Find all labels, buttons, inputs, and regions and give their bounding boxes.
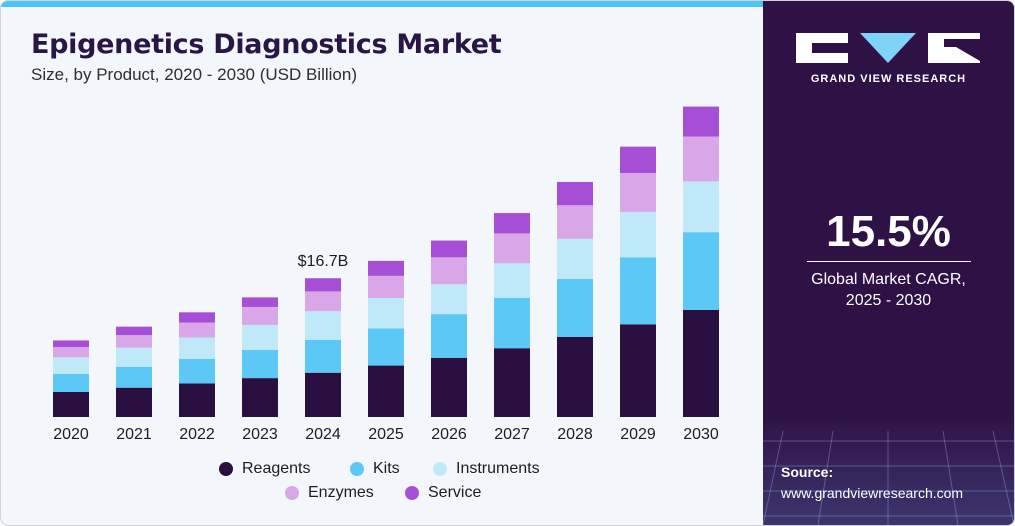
legend-label: Enzymes <box>308 484 374 501</box>
x-tick-label: 2027 <box>494 426 530 443</box>
bar-segment-instruments-2027 <box>494 263 530 298</box>
brand-name: GRAND VIEW RESEARCH <box>810 73 967 85</box>
legend-swatch-service <box>405 486 419 500</box>
bar-segment-reagents-2030 <box>683 309 719 417</box>
bar-segment-instruments-2024 <box>305 311 341 340</box>
legend-swatch-kits <box>350 462 364 476</box>
legend-label: Kits <box>373 460 400 477</box>
bar-segment-service-2020 <box>53 340 89 348</box>
bar-segment-reagents-2022 <box>179 383 215 417</box>
bar-segment-kits-2023 <box>242 350 278 379</box>
bar-segment-enzymes-2028 <box>557 205 593 239</box>
cagr-label: Global Market CAGR, 2025 - 2030 <box>763 269 1014 311</box>
bar-segment-service-2029 <box>620 146 656 173</box>
bar-segment-instruments-2029 <box>620 211 656 258</box>
bar-segment-enzymes-2030 <box>683 136 719 182</box>
grid-pattern <box>763 430 1014 525</box>
bar-segment-reagents-2023 <box>242 378 278 417</box>
chart-subtitle: Size, by Product, 2020 - 2030 (USD Billi… <box>31 65 357 84</box>
bar-segment-reagents-2028 <box>557 336 593 417</box>
legend-item-instruments: Instruments <box>433 460 540 478</box>
x-tick-label: 2021 <box>116 426 152 443</box>
bar-segment-reagents-2024 <box>305 372 341 417</box>
legend-item-enzymes: Enzymes <box>285 484 374 502</box>
bar-segment-service-2027 <box>494 213 530 234</box>
legend-item-service: Service <box>405 484 481 502</box>
x-tick-label: 2029 <box>620 426 656 443</box>
legend-label: Service <box>428 484 482 501</box>
chart-title: Epigenetics Diagnostics Market <box>31 29 502 60</box>
legend-item-kits: Kits <box>350 460 400 478</box>
bar-segment-instruments-2026 <box>431 284 467 315</box>
bar-segment-reagents-2026 <box>431 357 467 417</box>
data-label-2024: $16.7B <box>298 253 349 270</box>
bar-segment-enzymes-2021 <box>116 335 152 348</box>
source-label: Source: <box>781 464 834 480</box>
bar-segment-service-2026 <box>431 240 467 258</box>
legend-swatch-enzymes <box>285 486 299 500</box>
bar-segment-reagents-2020 <box>53 391 89 417</box>
bar-segment-service-2021 <box>116 326 152 336</box>
bar-segment-reagents-2021 <box>116 387 152 417</box>
bar-segment-service-2024 <box>305 278 341 292</box>
bar-segment-instruments-2022 <box>179 337 215 359</box>
bar-segment-enzymes-2023 <box>242 306 278 325</box>
grand-view-research-logo <box>796 33 980 63</box>
bar-segment-kits-2027 <box>494 297 530 349</box>
divider <box>807 261 971 262</box>
x-tick-label: 2025 <box>368 426 404 443</box>
bar-segment-enzymes-2020 <box>53 347 89 358</box>
bar-segment-kits-2024 <box>305 339 341 373</box>
decorative-grid <box>763 411 1014 525</box>
bar-segment-enzymes-2025 <box>368 275 404 298</box>
x-tick-label: 2022 <box>179 426 215 443</box>
bar-segment-instruments-2028 <box>557 238 593 279</box>
legend-item-reagents: Reagents <box>219 460 311 478</box>
bar-segment-kits-2022 <box>179 358 215 384</box>
x-tick-label: 2023 <box>242 426 278 443</box>
bar-segment-instruments-2025 <box>368 297 404 329</box>
bar-segment-reagents-2029 <box>620 324 656 417</box>
bar-segment-service-2022 <box>179 312 215 323</box>
stacked-bar-chart: 2020 2021 2022 2023 2024 $16.7B 2025 2026 2027 20… <box>53 106 719 443</box>
x-tick-label: 2028 <box>557 426 593 443</box>
legend-swatch-instruments <box>433 462 447 476</box>
bar-segment-kits-2028 <box>557 278 593 337</box>
bar-segment-enzymes-2024 <box>305 291 341 312</box>
legend-label: Instruments <box>456 460 540 477</box>
source-url[interactable]: www.grandviewresearch.com <box>781 485 964 501</box>
bar-segment-instruments-2030 <box>683 181 719 233</box>
bar-segment-reagents-2027 <box>494 348 530 417</box>
bar-segment-enzymes-2027 <box>494 233 530 264</box>
bar-segment-service-2025 <box>368 260 404 276</box>
bar-segment-kits-2030 <box>683 232 719 310</box>
bar-segment-kits-2025 <box>368 328 404 366</box>
x-tick-label: 2030 <box>683 426 719 443</box>
x-tick-label: 2026 <box>431 426 467 443</box>
bar-segment-kits-2029 <box>620 257 656 325</box>
legend-label: Reagents <box>242 460 311 477</box>
bar-segment-service-2028 <box>557 181 593 206</box>
cagr-period: 2025 - 2030 <box>845 292 932 309</box>
bar-segment-kits-2020 <box>53 373 89 392</box>
bar-segment-instruments-2021 <box>116 347 152 367</box>
x-tick-label: 2024 <box>305 426 341 443</box>
bar-segment-instruments-2023 <box>242 324 278 351</box>
bar-segment-service-2023 <box>242 297 278 307</box>
accent-bar <box>1 1 763 7</box>
sidebar-panel: GRAND VIEW RESEARCH 15.5% Global Market … <box>763 1 1014 525</box>
x-tick-label: 2020 <box>53 426 89 443</box>
bar-segment-instruments-2020 <box>53 357 89 374</box>
bar-segment-enzymes-2029 <box>620 172 656 212</box>
bar-segment-enzymes-2026 <box>431 257 467 285</box>
bar-segment-service-2030 <box>683 106 719 137</box>
bar-segment-kits-2026 <box>431 314 467 358</box>
bar-segment-enzymes-2022 <box>179 322 215 338</box>
cagr-value: 15.5% <box>826 207 951 256</box>
cagr-label-text: Global Market CAGR, <box>811 271 966 288</box>
bar-segment-kits-2021 <box>116 366 152 388</box>
legend-swatch-reagents <box>219 462 233 476</box>
bar-segment-reagents-2025 <box>368 365 404 417</box>
